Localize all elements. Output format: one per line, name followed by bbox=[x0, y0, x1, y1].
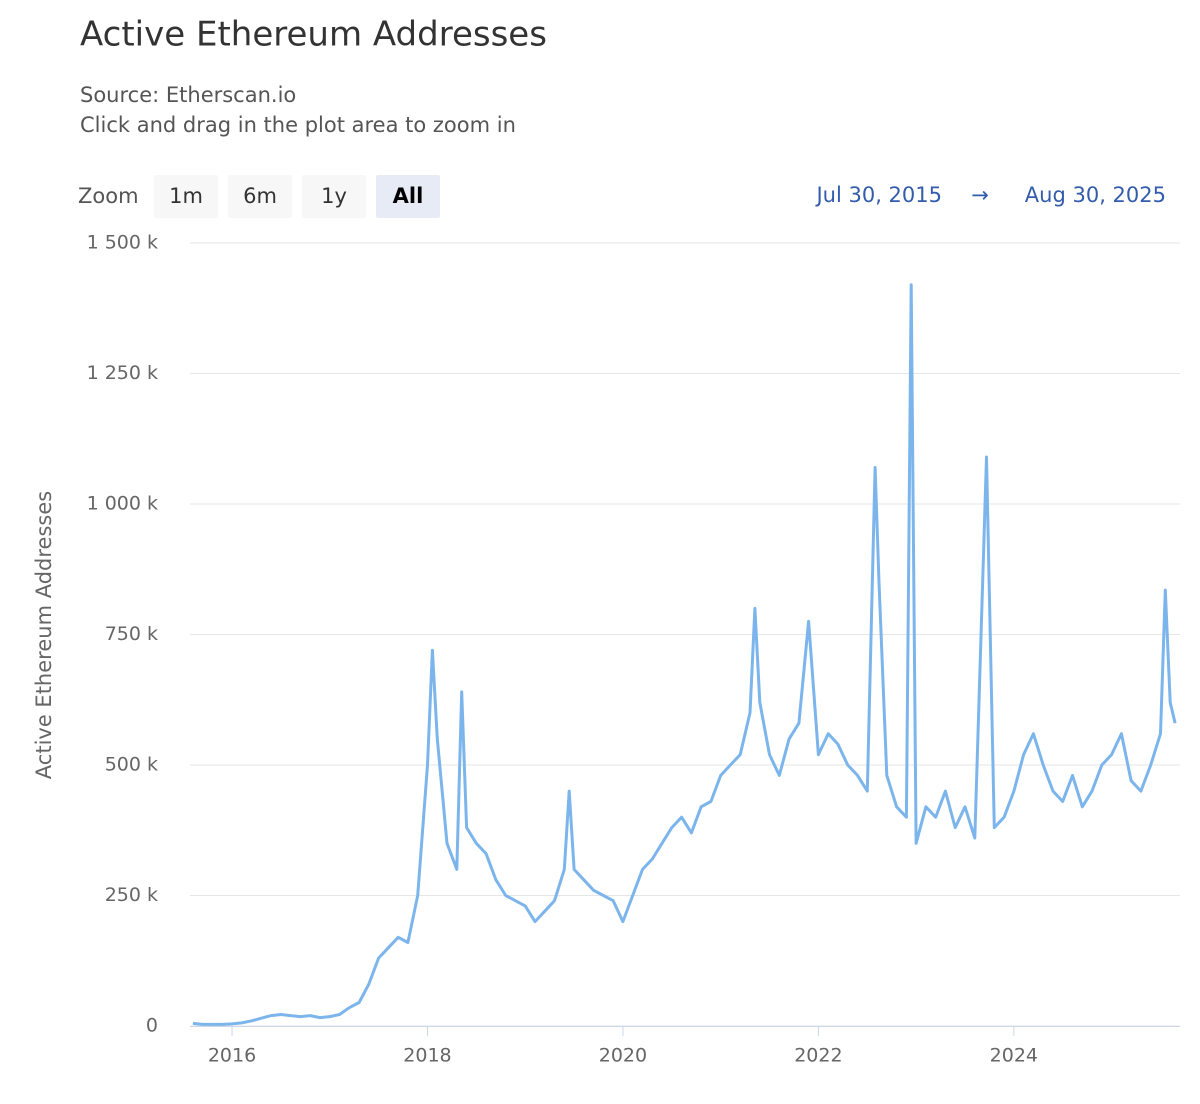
subtitle: Source: Etherscan.io bbox=[80, 83, 296, 107]
y-tick-label: 750 k bbox=[105, 623, 158, 645]
zoom-button-label[interactable]: 6m bbox=[243, 184, 277, 208]
zoom-button-label[interactable]: All bbox=[393, 184, 424, 208]
subtitle: Click and drag in the plot area to zoom … bbox=[80, 113, 516, 137]
zoom-button[interactable] bbox=[302, 175, 366, 218]
zoom-buttons: 1m 6m 1y All bbox=[154, 175, 440, 218]
x-tick-label: 2018 bbox=[403, 1045, 451, 1067]
y-tick-label: 1 250 k bbox=[87, 362, 158, 384]
y-tick-label: 1 000 k bbox=[87, 493, 158, 515]
data-line bbox=[192, 283, 1177, 1026]
x-tick-label: 2022 bbox=[794, 1045, 842, 1067]
range-arrow: → bbox=[971, 183, 989, 207]
zoom-button[interactable] bbox=[228, 175, 292, 218]
chart-title: Active Ethereum Addresses bbox=[80, 15, 547, 55]
range-to[interactable]: Aug 30, 2025 bbox=[1025, 183, 1166, 207]
x-tick-label: 2020 bbox=[599, 1045, 647, 1067]
y-tick-label: 250 k bbox=[105, 884, 158, 906]
x-tick-label: 2024 bbox=[990, 1045, 1038, 1067]
range-from[interactable]: Jul 30, 2015 bbox=[814, 183, 942, 207]
zoom-button[interactable] bbox=[376, 175, 440, 218]
y-axis-title: Active Ethereum Addresses bbox=[32, 491, 56, 779]
y-tick-label: 0 bbox=[146, 1015, 158, 1037]
x-tick-label: 2016 bbox=[208, 1045, 256, 1067]
y-tick-label: 1 500 k bbox=[87, 232, 158, 254]
y-tick-label: 500 k bbox=[105, 754, 158, 776]
zoom-label: Zoom bbox=[78, 184, 139, 208]
zoom-button[interactable] bbox=[154, 175, 218, 218]
zoom-button-label[interactable]: 1y bbox=[321, 184, 347, 208]
zoom-button-label[interactable]: 1m bbox=[169, 184, 203, 208]
